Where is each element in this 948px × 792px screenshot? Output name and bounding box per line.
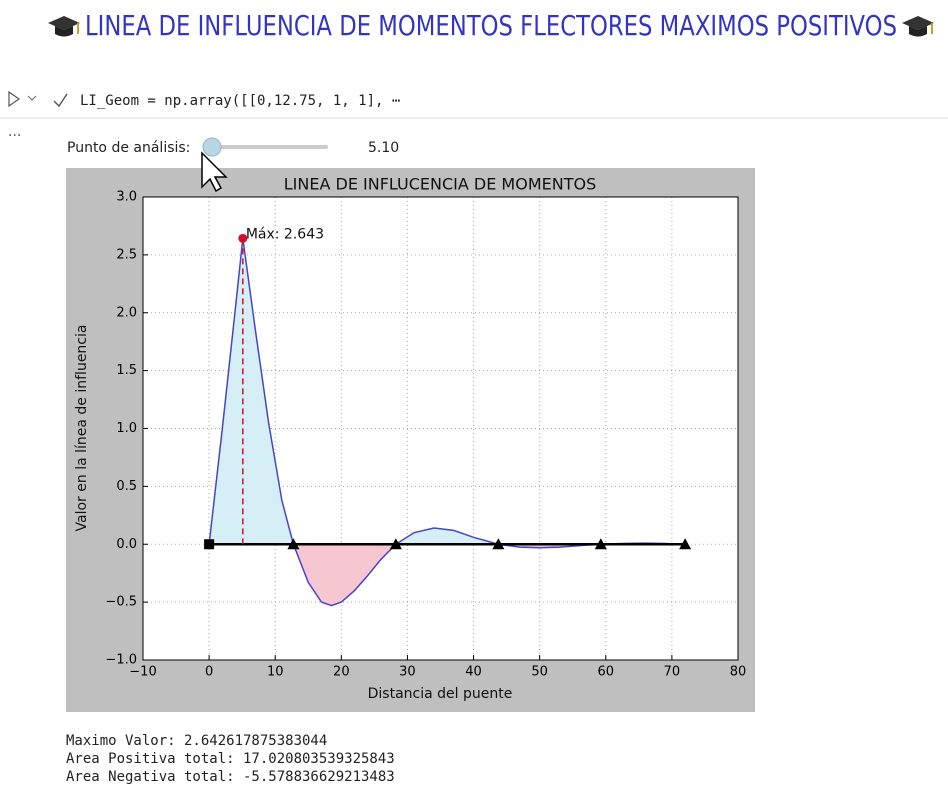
cap-icon — [902, 16, 934, 37]
x-tick-label: 30 — [399, 665, 416, 680]
x-tick-label: 0 — [205, 665, 213, 680]
x-tick-label: −10 — [129, 665, 156, 680]
x-axis-label: Distancia del puente — [368, 686, 513, 702]
check-icon — [53, 93, 68, 108]
cap-icon — [48, 16, 80, 37]
x-tick-label: 10 — [267, 665, 284, 680]
plot-area: Máx: 2.643 — [142, 196, 739, 661]
output-line: Maximo Valor: 2.642617875383044 — [66, 733, 327, 749]
mouse-cursor — [201, 151, 228, 193]
y-tick-label: −0.5 — [105, 595, 137, 610]
chart-title: LINEA DE INFLUCENCIA DE MOMENTOS — [284, 175, 596, 194]
slider-label: Punto de análisis: — [67, 140, 190, 156]
x-tick-label: 70 — [664, 665, 681, 680]
y-tick-label: −1.0 — [105, 653, 137, 668]
y-axis-label: Valor en la línea de influencia — [74, 325, 90, 532]
x-tick-label: 40 — [465, 665, 482, 680]
y-tick-label: 2.0 — [116, 305, 137, 320]
page-title: LINEA DE INFLUENCIA DE MOMENTOS FLECTORE… — [85, 9, 897, 42]
y-tick-label: 1.0 — [116, 421, 137, 436]
negative-area — [209, 544, 686, 606]
x-tick-label: 80 — [730, 665, 747, 680]
output-menu[interactable]: ··· — [8, 128, 21, 144]
expand-chevron[interactable] — [27, 95, 37, 101]
support-pin — [594, 538, 607, 550]
text-output: Maximo Valor: 2.642617875383044 Area Posi… — [66, 733, 395, 785]
slider-track[interactable] — [205, 145, 328, 149]
y-tick-label: 1.5 — [116, 363, 137, 378]
max-point — [238, 233, 248, 243]
support-fixed — [204, 539, 215, 550]
y-tick-label: 0.0 — [116, 537, 137, 552]
support-pin — [492, 538, 505, 550]
y-tick-label: 0.5 — [116, 479, 137, 494]
support-pin — [389, 538, 402, 550]
axes-frame — [142, 196, 739, 661]
run-button[interactable] — [8, 90, 21, 108]
support-pin — [287, 538, 300, 550]
code-line[interactable]: LI_Geom = np.array([[0,12.75, 1, 1], ⋯ — [80, 93, 400, 109]
positive-area — [209, 238, 686, 545]
slider-value: 5.10 — [368, 140, 399, 156]
x-tick-label: 50 — [531, 665, 548, 680]
y-tick-label: 3.0 — [116, 190, 137, 205]
slider-knob[interactable] — [202, 137, 222, 157]
x-tick-label: 20 — [333, 665, 350, 680]
y-tick-label: 2.5 — [116, 247, 137, 262]
output-line: Area Negativa total: -5.578836629213483 — [66, 769, 395, 785]
output-line: Area Positiva total: 17.020803539325843 — [66, 751, 395, 767]
support-pin — [679, 538, 692, 550]
x-tick-label: 60 — [598, 665, 615, 680]
max-annotation: Máx: 2.643 — [246, 226, 324, 242]
